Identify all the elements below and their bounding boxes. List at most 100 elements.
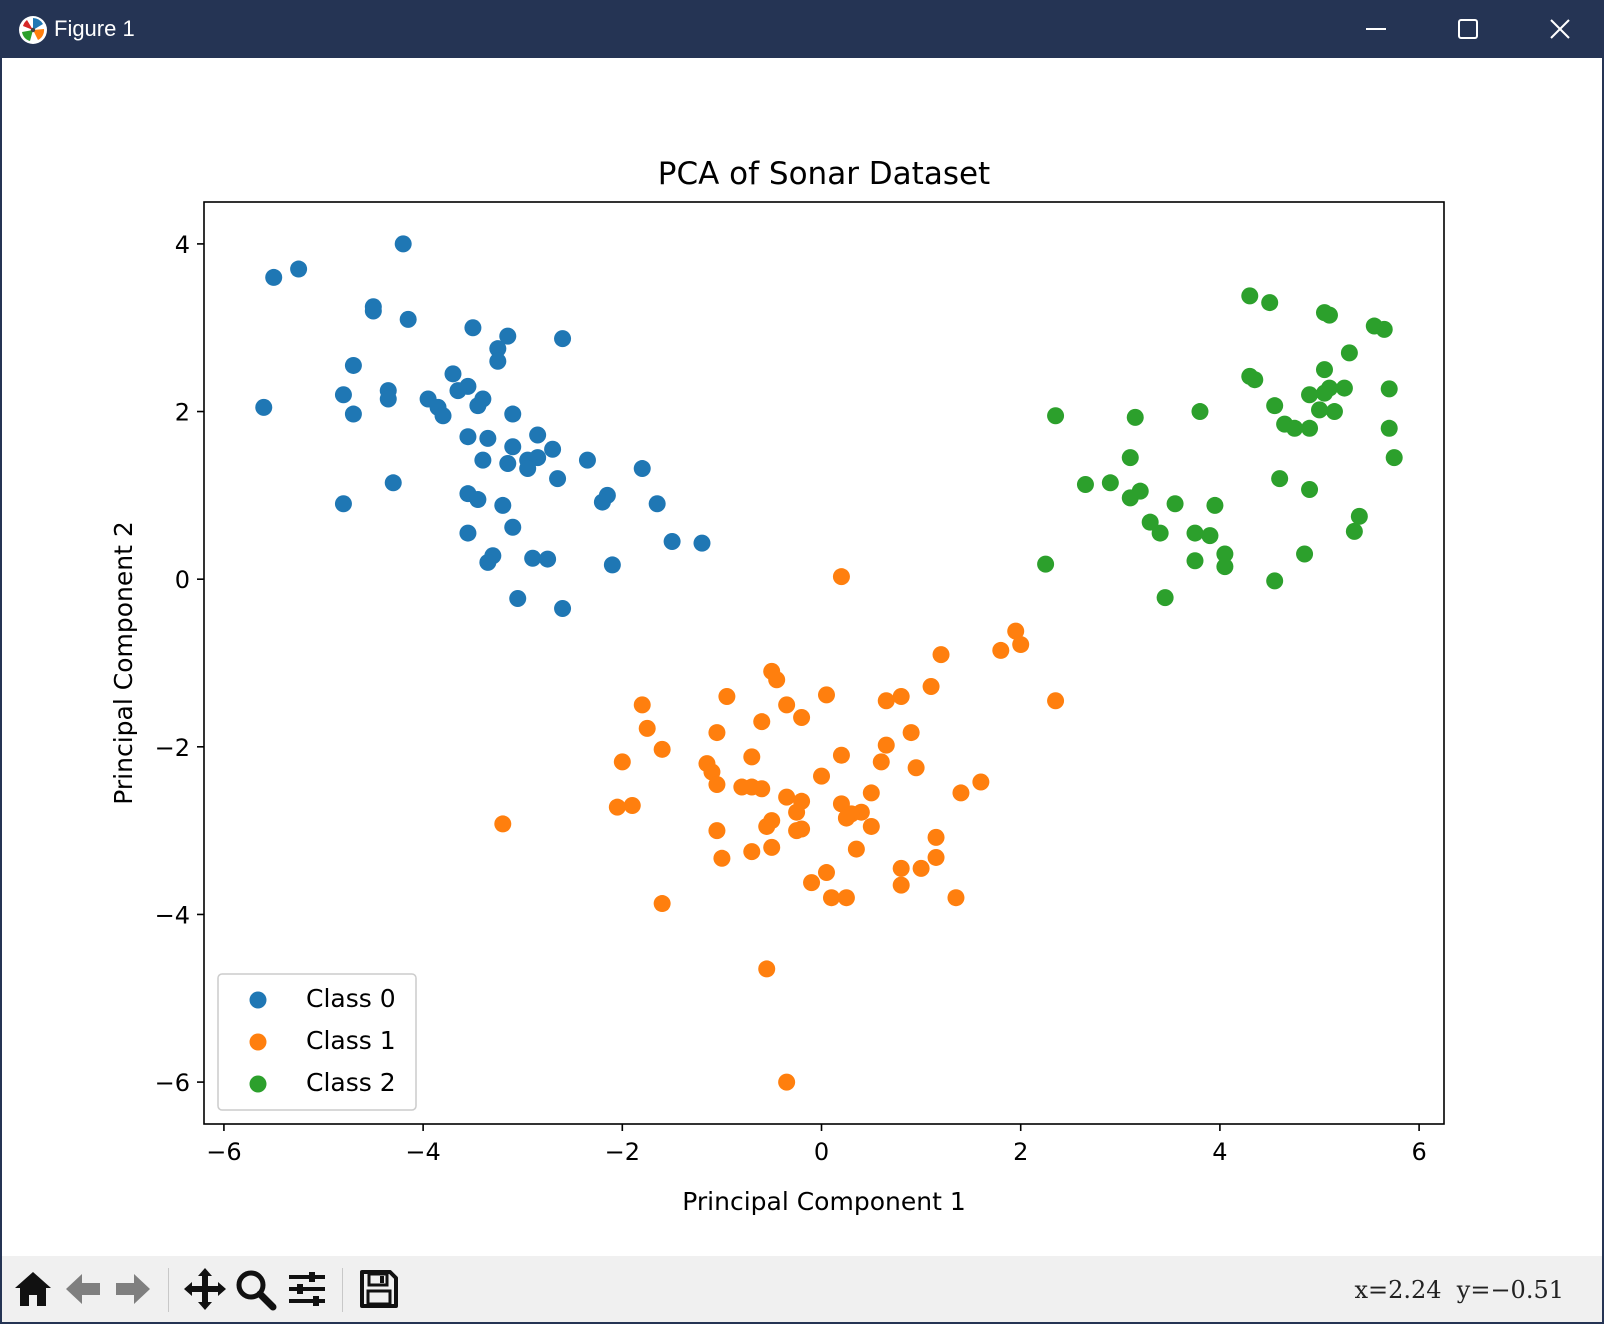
data-point-class-2: [1047, 407, 1065, 425]
data-point-class-1: [743, 748, 761, 766]
title-bar[interactable]: Figure 1: [2, 0, 1602, 58]
data-point-class-1: [753, 780, 771, 798]
data-point-class-2: [1151, 524, 1169, 542]
data-point-class-1: [613, 753, 631, 771]
data-point-class-1: [832, 568, 850, 586]
data-point-class-1: [778, 788, 796, 806]
data-point-class-2: [1301, 480, 1319, 498]
y-tick-label: 4: [175, 231, 190, 259]
data-point-class-0: [544, 440, 562, 458]
data-point-class-1: [813, 767, 831, 785]
data-point-class-1: [653, 740, 671, 758]
legend-marker: [249, 991, 267, 1009]
data-point-class-1: [778, 1073, 796, 1091]
data-point-class-0: [663, 532, 681, 550]
data-point-class-1: [494, 815, 512, 833]
data-point-class-0: [474, 451, 492, 469]
minimize-button[interactable]: [1330, 0, 1422, 58]
forward-button[interactable]: [110, 1266, 156, 1312]
data-point-class-1: [708, 776, 726, 794]
data-point-class-2: [1141, 513, 1159, 531]
x-tick-label: 6: [1411, 1138, 1426, 1166]
data-point-class-2: [1206, 496, 1224, 514]
data-point-class-0: [499, 327, 517, 345]
data-point-class-1: [708, 724, 726, 742]
data-point-class-2: [1246, 371, 1264, 389]
y-axis-label: Principal Component 2: [109, 521, 138, 804]
window-title: Figure 1: [54, 16, 135, 41]
save-button[interactable]: [356, 1266, 402, 1312]
data-point-class-0: [469, 397, 487, 415]
cursor-coordinates: x=2.24 y=−0.51: [1354, 1276, 1564, 1304]
data-point-class-2: [1126, 408, 1144, 426]
data-point-class-1: [653, 895, 671, 913]
data-point-class-0: [539, 550, 557, 568]
data-point-class-1: [817, 864, 835, 882]
x-axis-label: Principal Component 1: [682, 1187, 965, 1216]
data-point-class-1: [638, 719, 656, 737]
data-point-class-0: [344, 405, 362, 423]
data-point-class-2: [1340, 344, 1358, 362]
data-point-class-1: [862, 784, 880, 802]
data-point-class-0: [334, 386, 352, 404]
data-point-class-1: [778, 696, 796, 714]
x-tick-label: −6: [206, 1138, 241, 1166]
data-point-class-0: [434, 407, 452, 425]
data-point-class-2: [1241, 287, 1259, 305]
data-point-class-1: [927, 848, 945, 866]
data-point-class-0: [255, 398, 273, 416]
minimize-icon: [1366, 28, 1386, 30]
home-button[interactable]: [10, 1266, 56, 1312]
data-point-class-2: [1380, 419, 1398, 437]
data-point-class-1: [1007, 622, 1025, 640]
data-point-class-1: [902, 724, 920, 742]
data-point-class-0: [593, 493, 611, 511]
data-point-class-0: [648, 495, 666, 513]
data-point-class-1: [608, 798, 626, 816]
data-point-class-1: [862, 817, 880, 835]
data-point-class-2: [1325, 403, 1343, 421]
figure-canvas[interactable]: PCA of Sonar Dataset −6 −4 −2 0 2 4 6 −6 −4 −2 0 2 4 P…: [2, 58, 1602, 1256]
data-point-class-1: [872, 753, 890, 771]
maximize-button[interactable]: [1422, 0, 1514, 58]
legend-marker: [249, 1075, 267, 1093]
data-point-class-2: [1271, 470, 1289, 488]
data-point-class-0: [603, 556, 621, 574]
data-point-class-2: [1076, 475, 1094, 493]
legend-box: [217, 973, 417, 1111]
data-point-class-0: [379, 390, 397, 408]
data-point-class-0: [394, 235, 412, 253]
data-point-class-2: [1320, 306, 1338, 324]
pan-button[interactable]: [182, 1266, 228, 1312]
data-point-class-0: [549, 470, 567, 488]
data-point-class-0: [489, 352, 507, 370]
configure-subplots-button[interactable]: [284, 1266, 330, 1312]
data-point-class-1: [837, 889, 855, 907]
zoom-button[interactable]: [232, 1266, 278, 1312]
data-point-class-1: [932, 646, 950, 664]
data-point-class-1: [758, 960, 776, 978]
data-point-class-0: [265, 268, 283, 286]
data-point-class-2: [1315, 361, 1333, 379]
data-point-class-0: [459, 428, 477, 446]
data-point-class-1: [768, 671, 786, 689]
data-point-class-0: [504, 405, 522, 423]
data-point-class-2: [1301, 419, 1319, 437]
data-point-class-1: [708, 822, 726, 840]
zoom-icon: [236, 1270, 277, 1311]
data-point-class-1: [803, 874, 821, 892]
data-point-class-1: [743, 843, 761, 861]
close-button[interactable]: [1514, 0, 1604, 58]
data-point-class-0: [693, 534, 711, 552]
data-point-class-2: [1121, 489, 1139, 507]
data-point-class-0: [469, 491, 487, 509]
back-button[interactable]: [60, 1266, 106, 1312]
close-icon: [1550, 19, 1570, 39]
data-point-class-2: [1101, 474, 1119, 492]
data-point-class-2: [1350, 507, 1368, 525]
data-point-class-2: [1266, 572, 1284, 590]
data-point-class-1: [763, 838, 781, 856]
data-point-class-1: [832, 746, 850, 764]
data-point-class-0: [524, 549, 542, 567]
